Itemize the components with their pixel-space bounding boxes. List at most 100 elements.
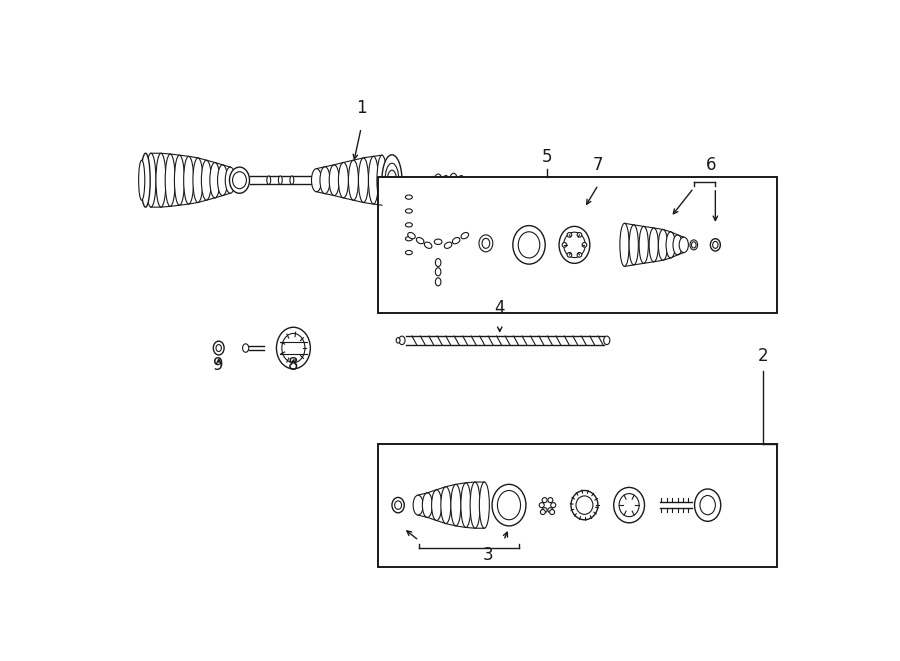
Ellipse shape — [432, 490, 442, 520]
Ellipse shape — [577, 253, 581, 257]
Ellipse shape — [213, 341, 224, 355]
Ellipse shape — [482, 239, 490, 249]
Ellipse shape — [425, 242, 432, 249]
Ellipse shape — [385, 163, 399, 197]
Ellipse shape — [450, 173, 457, 187]
Ellipse shape — [492, 485, 526, 526]
Ellipse shape — [232, 172, 247, 188]
Ellipse shape — [659, 229, 668, 260]
Text: 9: 9 — [213, 356, 224, 374]
Ellipse shape — [680, 237, 688, 253]
Ellipse shape — [673, 235, 682, 255]
Ellipse shape — [436, 258, 441, 266]
Ellipse shape — [156, 153, 166, 207]
Ellipse shape — [348, 160, 358, 200]
Ellipse shape — [542, 508, 547, 513]
Ellipse shape — [436, 278, 441, 286]
Ellipse shape — [582, 243, 587, 247]
Ellipse shape — [458, 176, 464, 185]
Ellipse shape — [441, 486, 451, 524]
Ellipse shape — [540, 510, 545, 514]
Ellipse shape — [548, 498, 553, 502]
Text: 2: 2 — [758, 347, 769, 365]
Ellipse shape — [562, 243, 567, 247]
Ellipse shape — [399, 336, 405, 344]
Text: 8: 8 — [288, 356, 299, 374]
Text: 4: 4 — [494, 299, 505, 317]
Ellipse shape — [368, 156, 379, 204]
Ellipse shape — [382, 155, 402, 206]
Ellipse shape — [649, 228, 659, 262]
Ellipse shape — [451, 485, 461, 526]
Ellipse shape — [276, 327, 310, 369]
Ellipse shape — [480, 482, 490, 528]
Ellipse shape — [577, 233, 581, 237]
Ellipse shape — [266, 176, 271, 184]
Ellipse shape — [548, 508, 553, 513]
Ellipse shape — [461, 483, 471, 527]
Ellipse shape — [417, 237, 424, 244]
Ellipse shape — [394, 501, 401, 510]
Ellipse shape — [498, 490, 520, 520]
Ellipse shape — [320, 167, 330, 194]
Ellipse shape — [639, 226, 648, 263]
Ellipse shape — [218, 165, 228, 196]
Text: 3: 3 — [483, 545, 493, 564]
Ellipse shape — [518, 232, 540, 258]
Ellipse shape — [377, 155, 387, 205]
Ellipse shape — [408, 233, 415, 239]
Ellipse shape — [713, 241, 718, 249]
Ellipse shape — [311, 169, 321, 192]
Ellipse shape — [435, 239, 442, 245]
Ellipse shape — [666, 232, 675, 258]
Ellipse shape — [620, 223, 629, 266]
Ellipse shape — [559, 226, 590, 263]
Ellipse shape — [216, 344, 221, 352]
Ellipse shape — [210, 163, 220, 198]
Bar — [378, 177, 777, 313]
Ellipse shape — [329, 165, 339, 196]
Ellipse shape — [387, 170, 397, 190]
Ellipse shape — [453, 237, 460, 244]
Ellipse shape — [700, 496, 716, 515]
Ellipse shape — [405, 223, 412, 227]
Ellipse shape — [405, 251, 412, 254]
Ellipse shape — [614, 487, 644, 523]
Ellipse shape — [338, 163, 348, 198]
Ellipse shape — [461, 233, 469, 239]
Bar — [378, 444, 777, 566]
Ellipse shape — [146, 153, 156, 207]
Ellipse shape — [567, 233, 572, 237]
Ellipse shape — [202, 160, 211, 200]
Ellipse shape — [695, 489, 721, 522]
Ellipse shape — [225, 167, 235, 193]
Ellipse shape — [542, 498, 547, 502]
Ellipse shape — [443, 176, 449, 185]
Ellipse shape — [445, 242, 452, 249]
Ellipse shape — [619, 494, 639, 517]
Ellipse shape — [550, 510, 554, 514]
Ellipse shape — [405, 209, 412, 213]
Ellipse shape — [551, 502, 556, 508]
Ellipse shape — [139, 160, 145, 200]
Ellipse shape — [479, 235, 493, 252]
Ellipse shape — [422, 493, 432, 518]
Text: 5: 5 — [542, 148, 553, 167]
Ellipse shape — [604, 336, 610, 344]
Ellipse shape — [470, 482, 480, 528]
Text: 1: 1 — [356, 99, 366, 117]
Ellipse shape — [405, 237, 412, 241]
Ellipse shape — [539, 502, 544, 508]
Ellipse shape — [435, 174, 442, 186]
Ellipse shape — [396, 338, 400, 343]
Ellipse shape — [691, 242, 696, 248]
Ellipse shape — [278, 176, 283, 184]
Ellipse shape — [358, 158, 368, 202]
Ellipse shape — [141, 153, 150, 207]
Ellipse shape — [166, 154, 176, 206]
Ellipse shape — [175, 155, 184, 205]
Ellipse shape — [230, 167, 249, 193]
Ellipse shape — [184, 156, 194, 204]
Ellipse shape — [576, 496, 593, 514]
Ellipse shape — [629, 225, 638, 265]
